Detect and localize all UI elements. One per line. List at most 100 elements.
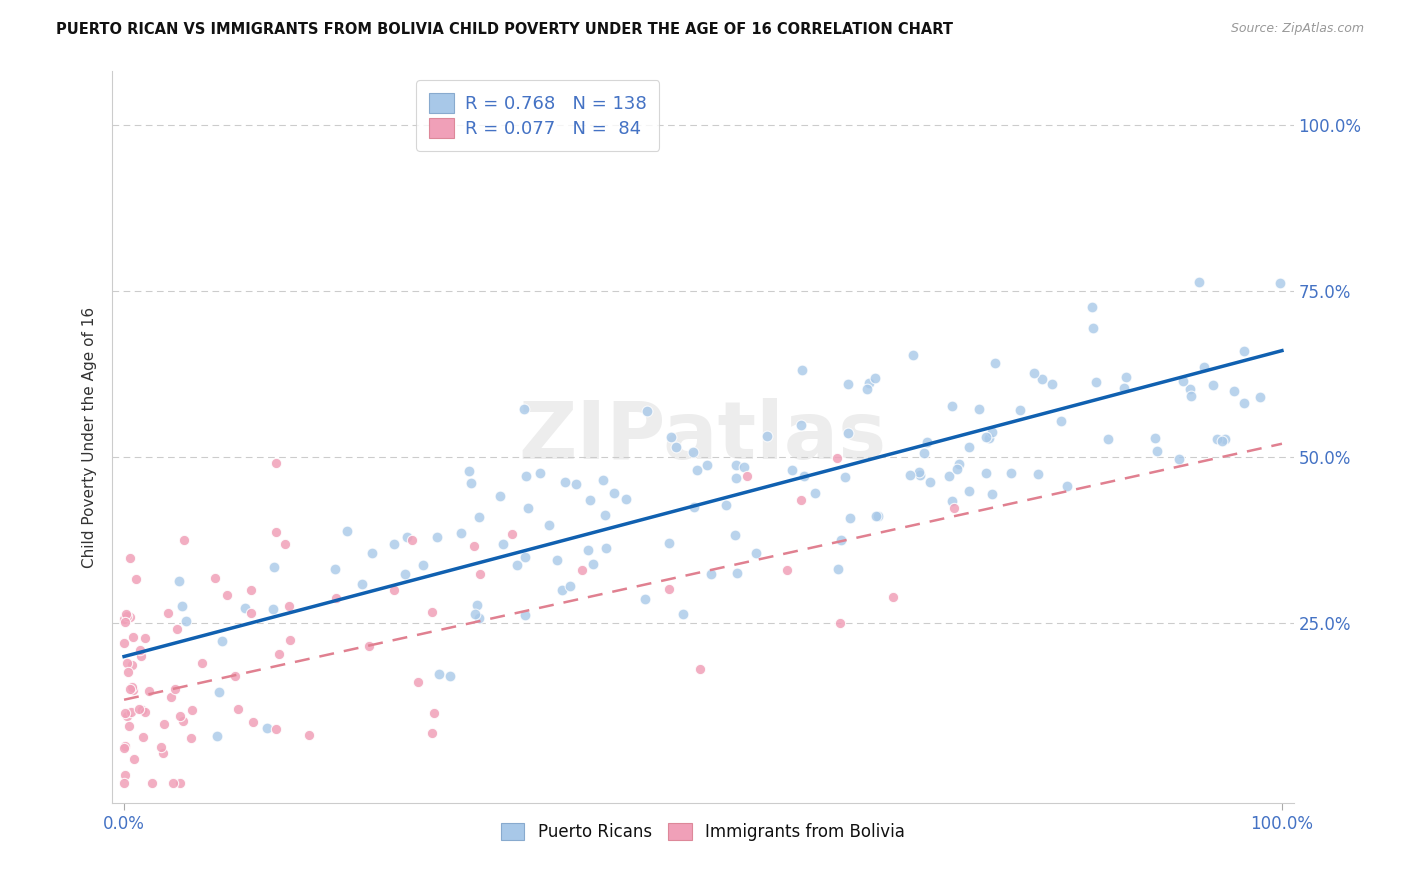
Point: [984, 356, 1007, 370]
Point: [1188, 275, 1211, 289]
Point: [856, 382, 879, 396]
Point: [114, 706, 136, 721]
Point: [1213, 432, 1236, 446]
Point: [266, 722, 288, 736]
Point: [122, 682, 145, 697]
Point: [204, 571, 226, 585]
Point: [1000, 466, 1022, 480]
Point: [513, 401, 536, 416]
Point: [828, 615, 851, 630]
Point: [1223, 384, 1246, 398]
Point: [360, 546, 382, 560]
Point: [571, 562, 593, 576]
Point: [974, 466, 997, 480]
Point: [1114, 381, 1136, 395]
Point: [837, 426, 859, 441]
Point: [725, 471, 748, 485]
Point: [118, 551, 141, 566]
Point: [181, 703, 204, 717]
Point: [149, 740, 172, 755]
Point: [170, 599, 193, 613]
Point: [825, 450, 848, 465]
Point: [592, 473, 614, 487]
Point: [278, 632, 301, 647]
Point: [683, 500, 706, 515]
Point: [134, 705, 156, 719]
Point: [908, 466, 931, 480]
Point: [1168, 452, 1191, 467]
Point: [582, 557, 605, 571]
Point: [980, 425, 1002, 439]
Point: [325, 591, 347, 605]
Point: [863, 371, 886, 385]
Point: [262, 602, 284, 616]
Point: [180, 731, 202, 746]
Point: [682, 445, 704, 459]
Point: [501, 526, 523, 541]
Point: [239, 607, 262, 621]
Point: [298, 728, 321, 742]
Point: [112, 612, 135, 626]
Point: [957, 440, 980, 454]
Point: [658, 536, 681, 550]
Point: [1115, 370, 1137, 384]
Point: [242, 714, 264, 729]
Point: [352, 577, 374, 591]
Point: [423, 706, 446, 721]
Point: [118, 609, 141, 624]
Point: [129, 648, 152, 663]
Point: [1180, 389, 1202, 403]
Point: [1056, 479, 1078, 493]
Point: [450, 526, 472, 541]
Point: [696, 458, 718, 473]
Point: [211, 634, 233, 648]
Point: [830, 533, 852, 547]
Point: [273, 537, 295, 551]
Point: [266, 525, 288, 540]
Point: [1097, 432, 1119, 446]
Point: [745, 546, 768, 560]
Point: [546, 553, 568, 567]
Point: [790, 417, 813, 432]
Point: [267, 647, 290, 661]
Point: [957, 484, 980, 499]
Point: [165, 682, 187, 697]
Point: [166, 622, 188, 636]
Point: [657, 582, 679, 596]
Point: [790, 363, 813, 377]
Point: [908, 467, 931, 482]
Text: PUERTO RICAN VS IMMIGRANTS FROM BOLIVIA CHILD POVERTY UNDER THE AGE OF 16 CORREL: PUERTO RICAN VS IMMIGRANTS FROM BOLIVIA …: [56, 22, 953, 37]
Point: [121, 658, 143, 673]
Point: [1211, 434, 1233, 449]
Point: [217, 588, 239, 602]
Point: [614, 491, 637, 506]
Point: [506, 558, 529, 573]
Point: [120, 681, 142, 696]
Point: [138, 684, 160, 698]
Point: [115, 656, 138, 670]
Point: [1083, 321, 1105, 335]
Point: [900, 468, 922, 483]
Point: [134, 632, 156, 646]
Y-axis label: Child Poverty Under the Age of 16: Child Poverty Under the Age of 16: [82, 307, 97, 567]
Point: [776, 563, 799, 577]
Point: [1233, 396, 1256, 410]
Point: [401, 533, 423, 547]
Point: [636, 403, 658, 417]
Point: [464, 607, 486, 621]
Point: [468, 610, 491, 624]
Point: [114, 768, 136, 782]
Point: [132, 730, 155, 744]
Point: [941, 494, 963, 508]
Point: [117, 708, 139, 723]
Point: [117, 608, 139, 623]
Point: [1233, 344, 1256, 359]
Point: [492, 536, 515, 550]
Point: [912, 445, 935, 459]
Point: [595, 541, 617, 556]
Point: [141, 776, 163, 790]
Point: [224, 669, 246, 683]
Point: [725, 566, 748, 581]
Point: [1205, 432, 1227, 446]
Point: [1194, 360, 1216, 375]
